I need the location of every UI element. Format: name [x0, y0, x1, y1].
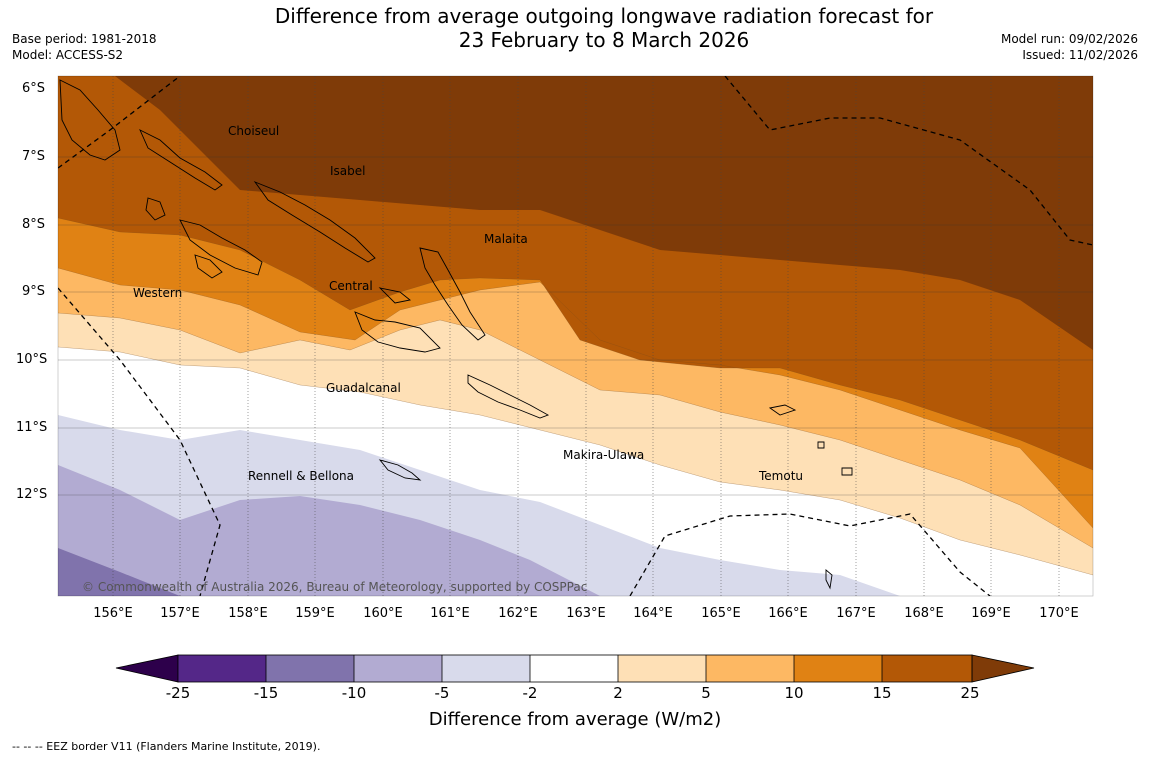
copyright-notice: © Commonwealth of Australia 2026, Bureau…	[82, 580, 588, 594]
colorbar-seg-15-25	[882, 655, 972, 682]
colorbar-seg-minus25-minus15	[178, 655, 266, 682]
colorbar-seg-10-15	[794, 655, 882, 682]
colorbar-tick: -25	[165, 684, 191, 702]
base-period: Base period: 1981-2018	[12, 32, 157, 46]
island-shortland	[59, 79, 121, 161]
island-guadalcanal	[354, 311, 441, 353]
lon-label: 156°E	[93, 606, 133, 621]
colorbar-tick: 25	[960, 684, 980, 702]
lon-label: 170°E	[1039, 606, 1079, 621]
lat-label: 11°S	[16, 420, 48, 435]
lon-label: 160°E	[363, 606, 403, 621]
island-small	[825, 569, 833, 590]
island-makira	[467, 374, 550, 419]
lon-label: 169°E	[971, 606, 1011, 621]
region-temotu: Temotu	[759, 469, 804, 483]
island-new-georgia	[179, 219, 263, 276]
band-above-25	[115, 76, 1093, 350]
lon-label: 168°E	[904, 606, 944, 621]
colorbar-tick: 2	[613, 684, 623, 702]
title-line-2: 23 February to 8 March 2026	[458, 28, 750, 52]
coastlines	[59, 79, 853, 590]
island-isabel	[253, 181, 376, 263]
colorbar-high-extend	[971, 654, 1035, 683]
lat-label: 8°S	[22, 217, 46, 232]
island-vanikoro	[841, 467, 853, 476]
lat-label: 12°S	[16, 487, 48, 502]
chart-title: Difference from average outgoing longwav…	[200, 4, 1008, 52]
island-rennell	[378, 459, 422, 481]
colorbar-seg-minus15-minus10	[266, 655, 354, 682]
island-vella	[145, 197, 166, 221]
colorbar-seg-5-10	[706, 655, 794, 682]
model-name: Model: ACCESS-S2	[12, 48, 124, 62]
island-nggela	[378, 287, 412, 304]
lat-label: 9°S	[22, 284, 46, 299]
island-rendova	[194, 254, 223, 279]
island-malaita	[419, 247, 486, 341]
region-isabel: Isabel	[330, 164, 366, 178]
region-guadalcanal: Guadalcanal	[326, 381, 401, 395]
lon-label: 159°E	[295, 606, 335, 621]
lon-label: 163°E	[566, 606, 606, 621]
lon-label: 162°E	[498, 606, 538, 621]
colorbar-low-extend	[115, 654, 179, 683]
lon-label: 165°E	[701, 606, 741, 621]
colorbar-tick: -10	[341, 684, 367, 702]
lat-label: 7°S	[22, 149, 46, 164]
lon-label: 166°E	[768, 606, 808, 621]
colorbar-tick: -15	[253, 684, 279, 702]
eez-border	[58, 76, 1093, 596]
model-run: Model run: 09/02/2026	[1000, 32, 1138, 46]
colorbar-tick: -2	[522, 684, 538, 702]
colorbar-seg-minus5-minus2	[442, 655, 530, 682]
region-rennell-bellona: Rennell & Bellona	[248, 469, 355, 483]
lat-label: 6°S	[22, 81, 46, 96]
island-choiseul	[139, 129, 223, 191]
eez-footnote: -- -- -- EEZ border V11 (Flanders Marine…	[12, 740, 321, 753]
lat-label: 10°S	[16, 352, 48, 367]
title-line-1: Difference from average outgoing longwav…	[274, 4, 934, 28]
meta-right: Model run: 09/02/2026 Issued: 11/02/2026	[1001, 31, 1138, 63]
lon-label: 157°E	[160, 606, 200, 621]
region-western: Western	[133, 286, 183, 300]
region-makira-ulawa: Makira-Ulawa	[563, 448, 645, 462]
lon-label: 161°E	[430, 606, 470, 621]
colorbar-seg-minus10-minus5	[354, 655, 442, 682]
island-santa-cruz	[768, 404, 797, 416]
region-choiseul: Choiseul	[228, 124, 280, 138]
colorbar-tick: 10	[784, 684, 804, 702]
colorbar-title: Difference from average (W/m2)	[428, 709, 722, 730]
island-utupua	[817, 441, 825, 449]
colorbar-tick: 15	[872, 684, 892, 702]
lon-label: 164°E	[633, 606, 673, 621]
colorbar-seg-minus2-2	[530, 655, 618, 682]
issued-date: Issued: 11/02/2026	[1022, 48, 1138, 62]
meta-left: Base period: 1981-2018 Model: ACCESS-S2	[12, 31, 157, 63]
region-central: Central	[329, 279, 373, 293]
lon-label: 158°E	[228, 606, 268, 621]
colorbar	[115, 654, 1035, 683]
colorbar-tick: -5	[434, 684, 450, 702]
lon-label: 167°E	[836, 606, 876, 621]
region-malaita: Malaita	[484, 232, 528, 246]
colorbar-tick: 5	[701, 684, 711, 702]
colorbar-seg-2-5	[618, 655, 706, 682]
